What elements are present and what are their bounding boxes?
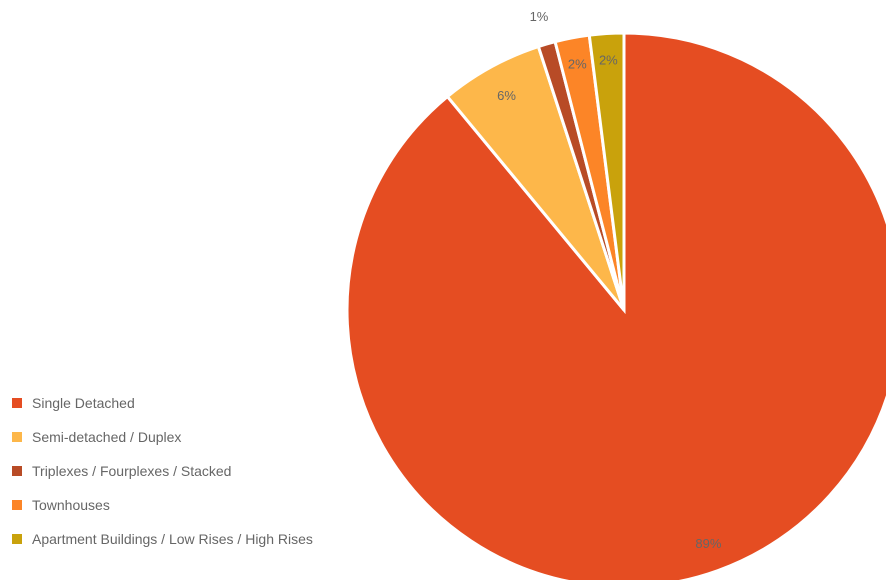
legend-label: Townhouses: [32, 497, 110, 513]
legend-label: Apartment Buildings / Low Rises / High R…: [32, 531, 313, 547]
legend-item-townhouses[interactable]: Townhouses: [12, 488, 313, 522]
legend-label: Semi-detached / Duplex: [32, 429, 182, 445]
legend-item-single-detached[interactable]: Single Detached: [12, 386, 313, 420]
slice-label-townhouses: 2%: [568, 57, 587, 72]
legend-swatch: [12, 432, 22, 442]
pie-slice-apartment-buildings[interactable]: [587, 31, 626, 311]
legend-item-triplexes-fourplexes-stacked[interactable]: Triplexes / Fourplexes / Stacked: [12, 454, 313, 488]
slice-label-semi-detached-duplex: 6%: [497, 88, 516, 103]
legend-swatch: [12, 398, 22, 408]
legend-swatch: [12, 500, 22, 510]
slice-label-single-detached: 89%: [695, 536, 721, 551]
legend-label: Single Detached: [32, 395, 135, 411]
pie-slice-labels: 89% 6% 1% 2% 2%: [497, 9, 722, 551]
pie-slice-single-detached[interactable]: [345, 31, 886, 580]
legend-item-semi-detached-duplex[interactable]: Semi-detached / Duplex: [12, 420, 313, 454]
slice-label-triplexes-fourplexes-stacked: 1%: [530, 9, 549, 24]
pie-slices: [345, 31, 886, 580]
legend-swatch: [12, 534, 22, 544]
legend-swatch: [12, 466, 22, 476]
slice-label-apartment-buildings: 2%: [599, 53, 618, 68]
chart-legend: Single Detached Semi-detached / Duplex T…: [12, 386, 313, 556]
legend-label: Triplexes / Fourplexes / Stacked: [32, 463, 232, 479]
legend-item-apartment-buildings[interactable]: Apartment Buildings / Low Rises / High R…: [12, 522, 313, 556]
